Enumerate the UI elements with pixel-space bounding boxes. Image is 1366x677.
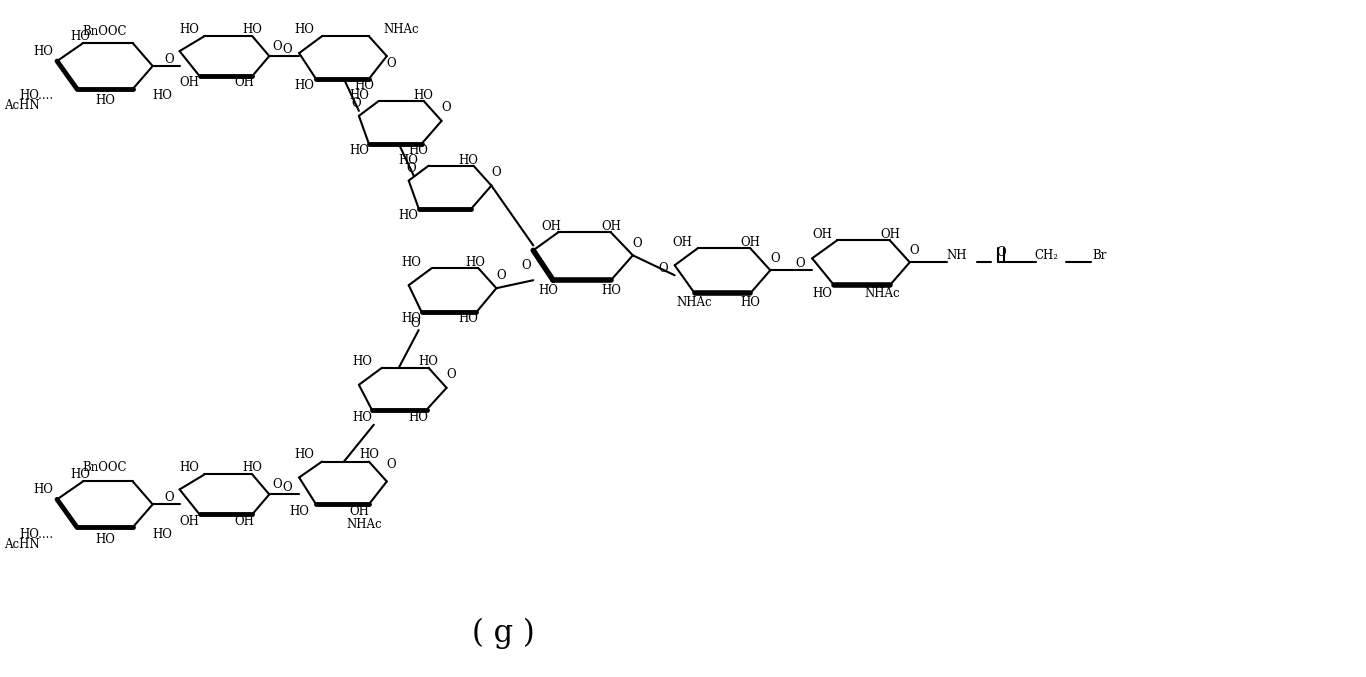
Text: HO: HO — [348, 89, 369, 102]
Text: O: O — [351, 97, 361, 110]
Text: HO: HO — [354, 79, 374, 93]
Text: HO: HO — [96, 533, 115, 546]
Text: OH: OH — [179, 77, 199, 89]
Text: AcHN: AcHN — [4, 100, 40, 112]
Text: O: O — [272, 40, 281, 53]
Text: O: O — [283, 481, 292, 494]
Text: O: O — [165, 53, 175, 66]
Text: BnOOC: BnOOC — [82, 461, 127, 474]
Text: OH: OH — [740, 236, 761, 249]
Text: O: O — [165, 491, 175, 504]
Text: HO: HO — [419, 355, 438, 368]
Text: HO....: HO.... — [19, 528, 53, 541]
Text: O: O — [910, 244, 919, 257]
Text: HO: HO — [348, 144, 369, 157]
Text: HO: HO — [399, 209, 418, 222]
Text: HO: HO — [179, 23, 199, 36]
Text: HO: HO — [179, 461, 199, 474]
Text: NH: NH — [947, 249, 967, 262]
Text: O: O — [632, 237, 642, 250]
Text: O: O — [492, 166, 501, 179]
Text: OH: OH — [348, 505, 369, 518]
Text: O: O — [658, 262, 668, 275]
Text: HO: HO — [33, 45, 53, 58]
Text: HO: HO — [402, 256, 422, 269]
Text: O: O — [770, 252, 780, 265]
Text: HO: HO — [408, 144, 429, 157]
Text: HO: HO — [96, 94, 115, 108]
Text: HO: HO — [290, 505, 309, 518]
Text: OH: OH — [672, 236, 693, 249]
Text: HO: HO — [153, 528, 172, 541]
Text: O: O — [795, 257, 805, 270]
Text: HO: HO — [242, 461, 262, 474]
Text: HO: HO — [153, 89, 172, 102]
Text: O: O — [496, 269, 505, 282]
Text: HO: HO — [813, 286, 832, 300]
Text: HO: HO — [242, 23, 262, 36]
Text: BnOOC: BnOOC — [82, 24, 127, 38]
Text: OH: OH — [179, 515, 199, 528]
Text: O: O — [387, 57, 396, 70]
Text: HO: HO — [414, 89, 433, 102]
Text: ( g ): ( g ) — [473, 618, 534, 649]
Text: O: O — [441, 102, 451, 114]
Text: NHAc: NHAc — [865, 286, 900, 300]
Text: HO: HO — [70, 30, 90, 43]
Text: HO: HO — [352, 355, 372, 368]
Text: HO....: HO.... — [19, 89, 53, 102]
Text: O: O — [283, 43, 292, 56]
Text: O: O — [387, 458, 396, 471]
Text: HO: HO — [70, 468, 90, 481]
Text: OH: OH — [601, 220, 622, 233]
Text: OH: OH — [880, 228, 900, 241]
Text: HO: HO — [399, 154, 418, 167]
Text: HO: HO — [402, 311, 422, 324]
Text: OH: OH — [813, 228, 832, 241]
Text: HO: HO — [459, 311, 478, 324]
Text: O: O — [447, 368, 456, 381]
Text: HO: HO — [33, 483, 53, 496]
Text: HO: HO — [359, 448, 378, 461]
Text: OH: OH — [235, 515, 254, 528]
Text: HO: HO — [459, 154, 478, 167]
Text: HO: HO — [601, 284, 622, 297]
Text: NHAc: NHAc — [384, 23, 419, 36]
Text: HO: HO — [466, 256, 485, 269]
Text: OH: OH — [235, 77, 254, 89]
Text: HO: HO — [294, 448, 314, 461]
Text: HO: HO — [538, 284, 559, 297]
Text: HO: HO — [294, 23, 314, 36]
Text: HO: HO — [740, 296, 761, 309]
Text: CH₂: CH₂ — [1034, 249, 1059, 262]
Text: O: O — [406, 162, 415, 175]
Text: OH: OH — [541, 220, 561, 233]
Text: HO: HO — [294, 79, 314, 93]
Text: Br: Br — [1091, 249, 1106, 262]
Text: O: O — [272, 478, 281, 491]
Text: O: O — [522, 259, 531, 271]
Text: O: O — [997, 246, 1007, 259]
Text: AcHN: AcHN — [4, 538, 40, 550]
Text: O: O — [411, 317, 421, 330]
Text: NHAc: NHAc — [346, 518, 381, 531]
Text: HO: HO — [408, 411, 429, 424]
Text: NHAc: NHAc — [676, 296, 713, 309]
Text: HO: HO — [352, 411, 372, 424]
